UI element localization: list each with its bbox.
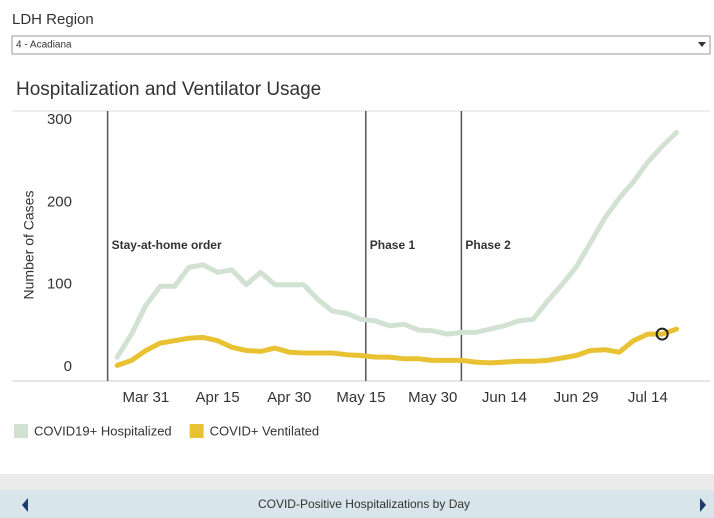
legend-swatch: [14, 424, 28, 438]
legend-label[interactable]: COVID+ Ventilated: [210, 423, 319, 438]
legend-swatch: [189, 424, 204, 438]
next-button[interactable]: [700, 498, 706, 512]
x-tick-label: Apr 15: [195, 389, 239, 406]
highlight-point: [655, 327, 669, 341]
footer-bar: [0, 490, 714, 518]
filter-select[interactable]: [11, 35, 711, 55]
y-tick-label: 200: [47, 193, 72, 210]
y-tick-label: 100: [47, 276, 72, 293]
dropdown-arrow[interactable]: [698, 42, 706, 47]
series-line: [114, 129, 679, 360]
filter-value[interactable]: 4 - Acadiana: [16, 40, 72, 51]
chart-title: Hospitalization and Ventilator Usage: [16, 79, 321, 100]
prev-button[interactable]: [22, 498, 28, 512]
event-label: Phase 2: [465, 238, 511, 252]
y-tick-label: 300: [47, 111, 72, 128]
event-label: Phase 1: [370, 238, 416, 252]
x-tick-label: Jun 29: [554, 389, 599, 406]
y-tick-label: 0: [64, 358, 72, 375]
x-tick-label: May 15: [336, 389, 385, 406]
band: [0, 474, 714, 490]
legend-label[interactable]: COVID19+ Hospitalized: [34, 423, 172, 438]
series-line: [114, 326, 679, 368]
y-axis-label: Number of Cases: [21, 191, 37, 300]
x-tick-label: Apr 30: [267, 389, 311, 406]
x-tick-label: Jul 14: [628, 389, 668, 406]
x-tick-label: Mar 31: [123, 389, 170, 406]
footer-title: COVID-Positive Hospitalizations by Day: [258, 497, 470, 511]
filter-label: LDH Region: [12, 11, 94, 28]
event-label: Stay-at-home order: [112, 238, 222, 252]
x-tick-label: May 30: [408, 389, 457, 406]
x-tick-label: Jun 14: [482, 389, 527, 406]
